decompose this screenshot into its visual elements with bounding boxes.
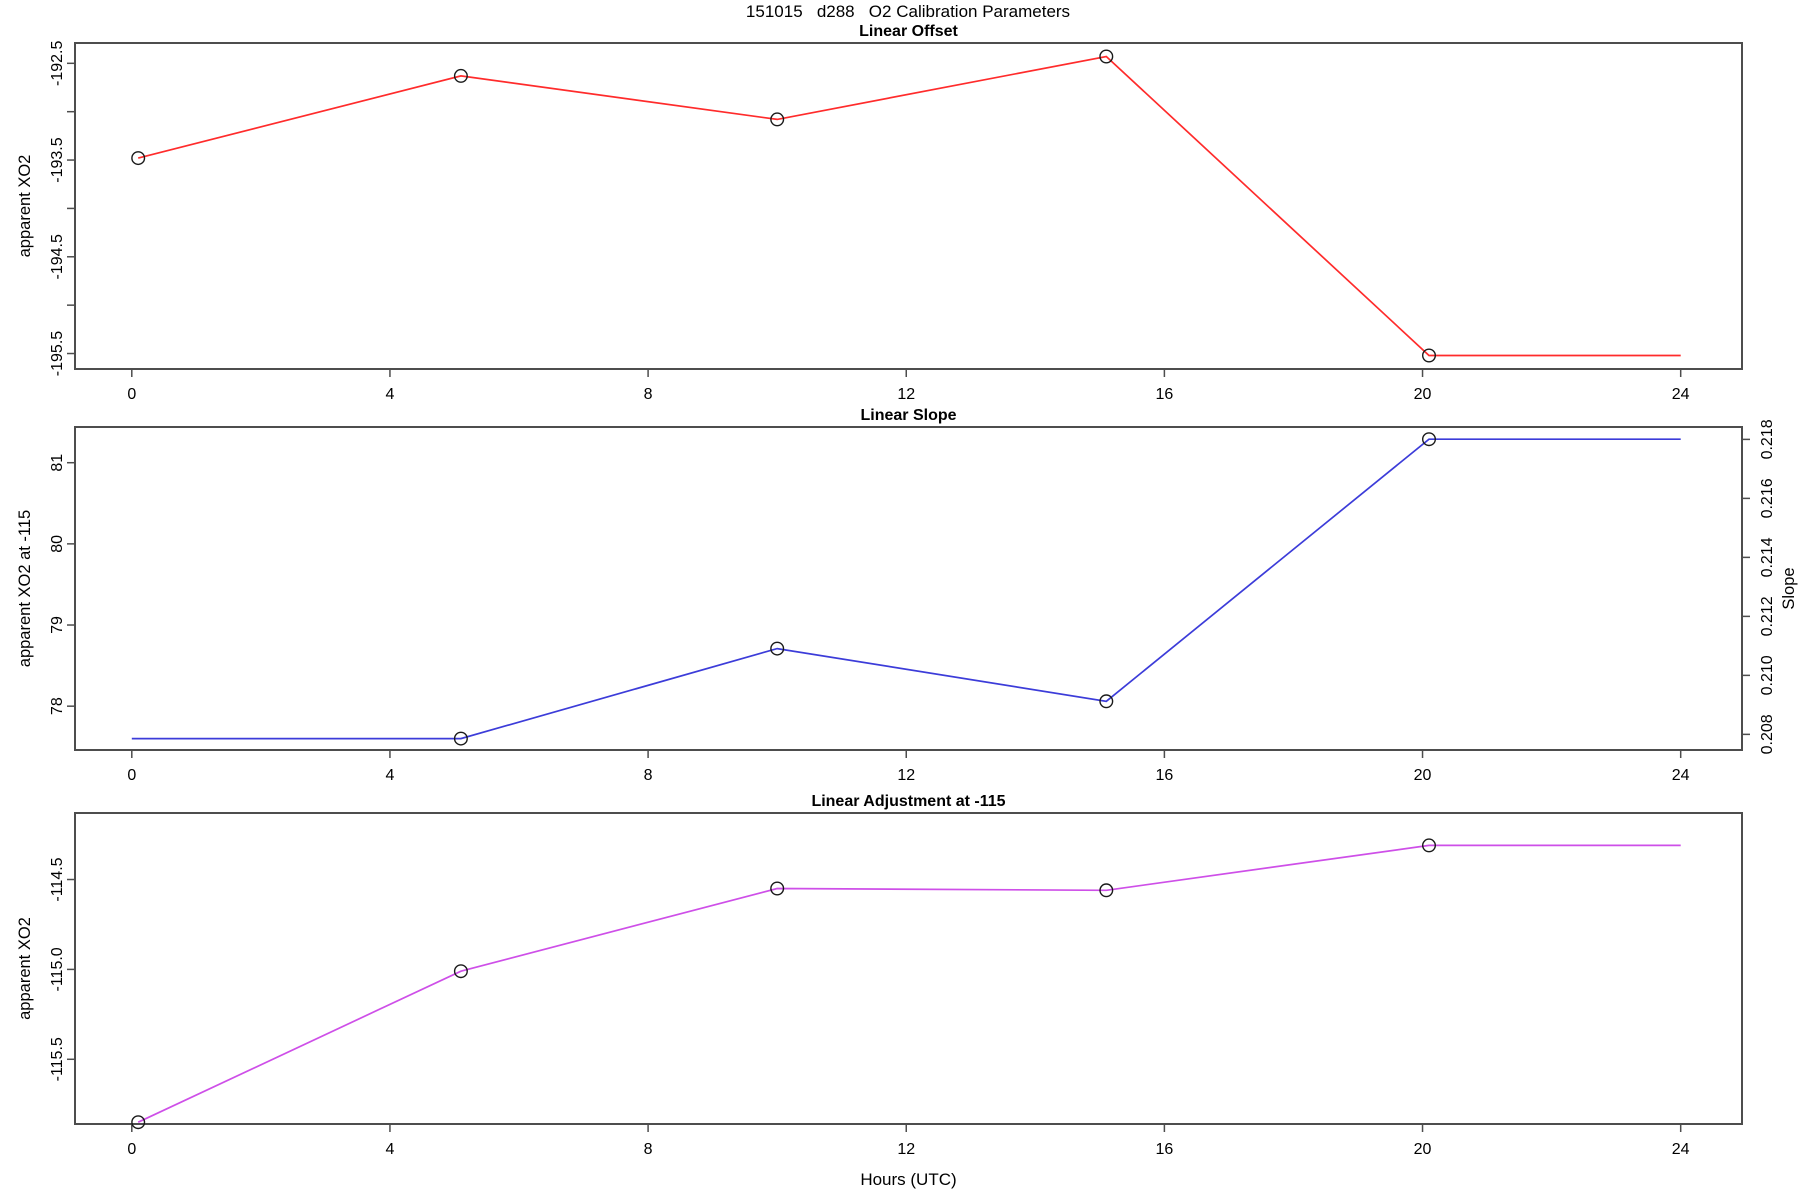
right-y-tick-label: 0.218 — [1759, 419, 1776, 459]
y-tick-label: -115.5 — [49, 1037, 66, 1081]
chart-title: Linear Slope — [860, 407, 956, 424]
x-tick-label: 12 — [897, 386, 915, 403]
plot-border — [74, 812, 1743, 1125]
linear-offset-point — [770, 112, 785, 127]
x-tick-label: 0 — [127, 386, 136, 403]
x-tick-label: 16 — [1155, 386, 1173, 403]
chart-panels: Linear Offset 0 4 8 12 16 20 24 -192.5 -193.5 -194… — [16, 23, 1798, 1189]
x-tick-label: 24 — [1672, 1141, 1690, 1158]
right-y-tick-label: 0.210 — [1759, 655, 1776, 695]
linear-slope-point — [1099, 694, 1114, 709]
chart-linear-offset: Linear Offset 0 4 8 12 16 20 24 -192.5 -193.5 -194… — [16, 23, 1743, 403]
right-y-tick-label: 0.212 — [1759, 596, 1776, 636]
x-tick-label: 4 — [385, 386, 394, 403]
x-tick-label: 12 — [897, 767, 915, 784]
linear-slope-point — [770, 641, 785, 656]
linear-slope-point — [453, 731, 468, 746]
x-axis-label: Hours (UTC) — [860, 1170, 956, 1189]
y-tick-label: -194.5 — [49, 234, 66, 279]
x-tick-label: 0 — [127, 767, 136, 784]
right-y-tick-label: 0.216 — [1759, 478, 1776, 518]
x-tick-label: 8 — [644, 386, 653, 403]
chart-title: Linear Offset — [859, 23, 958, 40]
y-axis-label: apparent XO2 at -115 — [16, 510, 34, 667]
y-tick-label: 80 — [49, 535, 66, 553]
x-tick-label: 12 — [897, 1141, 915, 1158]
y-tick-label: -114.5 — [49, 857, 66, 901]
x-tick-label: 24 — [1672, 767, 1690, 784]
y-axis-label: apparent XO2 — [16, 917, 34, 1020]
y-tick-label: -193.5 — [49, 137, 66, 182]
plot-border — [74, 426, 1743, 751]
y-tick-label: 79 — [49, 616, 66, 634]
main-title: 151015 d288 O2 Calibration Parameters — [746, 2, 1070, 21]
linear-offset-point — [1099, 49, 1114, 64]
x-tick-label: 4 — [385, 767, 394, 784]
y-axis-label: apparent XO2 — [16, 155, 34, 258]
y-tick-label: -115.0 — [49, 947, 66, 991]
linear-slope-point — [1421, 432, 1436, 447]
plot-border — [74, 42, 1743, 370]
y-tick-label: -192.5 — [49, 41, 66, 86]
x-tick-label: 20 — [1414, 1141, 1432, 1158]
linear-offset-point — [1421, 348, 1436, 363]
y-tick-label: 81 — [49, 454, 66, 472]
x-tick-label: 8 — [644, 1141, 653, 1158]
linear-adjustment-point — [1421, 838, 1436, 853]
x-tick-label: 4 — [385, 1141, 394, 1158]
x-tick-label: 8 — [644, 767, 653, 784]
chart-linear-adjustment-at-115: Linear Adjustment at -115 0 4 8 12 16 20 24 -114… — [16, 793, 1743, 1189]
chart-title: Linear Adjustment at -115 — [811, 793, 1005, 810]
y-tick-label: 78 — [49, 697, 66, 715]
y-tick-label: -195.5 — [49, 331, 66, 376]
x-tick-label: 24 — [1672, 386, 1690, 403]
x-tick-label: 16 — [1155, 767, 1173, 784]
right-axis-label: Slope — [1780, 567, 1798, 609]
x-tick-label: 20 — [1414, 767, 1432, 784]
linear-adjustment-point — [770, 881, 785, 896]
right-y-tick-label: 0.208 — [1759, 714, 1776, 754]
linear-adjustment-line — [137, 844, 1681, 1123]
linear-offset-point — [453, 68, 468, 83]
x-tick-label: 0 — [127, 1141, 136, 1158]
linear-adjustment-point — [453, 964, 468, 979]
right-y-tick-label: 0.214 — [1759, 537, 1776, 577]
chart-linear-slope: Linear Slope 0 4 8 12 16 20 24 78 79 80 81 apparent … — [16, 407, 1798, 784]
linear-adjustment-point — [1099, 883, 1114, 898]
x-tick-label: 20 — [1414, 386, 1432, 403]
x-tick-label: 16 — [1155, 1141, 1173, 1158]
linear-adjustment-point — [131, 1115, 146, 1130]
linear-offset-line — [137, 55, 1681, 357]
linear-offset-point — [131, 151, 146, 166]
linear-slope-line — [131, 438, 1681, 740]
